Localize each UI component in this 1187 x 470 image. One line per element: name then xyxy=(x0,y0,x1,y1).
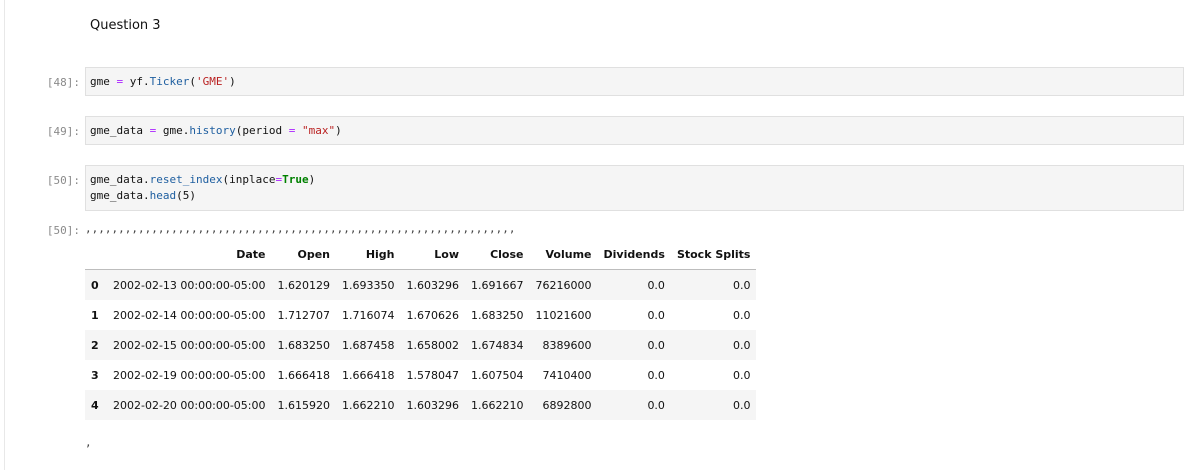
code-token: "max" xyxy=(301,124,336,137)
code-token: = xyxy=(275,173,283,186)
code-token: = xyxy=(116,75,124,88)
cell-prompt-50: [50]: xyxy=(46,174,80,187)
dividends-cell: 0.0 xyxy=(647,398,665,412)
date-cell: 2002-02-19 00:00:00-05:00 xyxy=(113,368,266,382)
code-token: Ticker xyxy=(149,75,190,88)
code-token: gme xyxy=(90,75,117,88)
volume-cell: 76216000 xyxy=(535,278,592,292)
code-token: ( xyxy=(189,75,196,88)
stock-splits-cell: 0.0 xyxy=(732,338,751,352)
stock-splits-cell: 0.0 xyxy=(732,308,751,322)
code-token: gme. xyxy=(156,124,190,137)
code-token: ) xyxy=(229,75,236,88)
output-prompt-50: [50]: xyxy=(46,224,80,237)
column-header-volume: Volume xyxy=(529,240,598,270)
code-cell-50[interactable]: gme_data.reset_index(inplace=True) gme_d… xyxy=(85,165,1184,211)
open-cell: 1.620129 xyxy=(277,278,331,292)
dataframe-header-row: Date Open High Low Close Volume Dividend… xyxy=(85,240,757,270)
code-token: 'GME' xyxy=(196,75,230,88)
row-index: 1 xyxy=(91,308,99,322)
volume-cell: 11021600 xyxy=(535,308,592,322)
code-token: (5) xyxy=(176,189,196,202)
code-cell-49[interactable]: gme_data = gme.history(period = "max") xyxy=(85,116,1184,145)
table-row: 4 2002-02-20 00:00:00-05:00 1.615920 1.6… xyxy=(85,390,757,420)
volume-cell: 7410400 xyxy=(542,368,592,382)
open-cell: 1.615920 xyxy=(277,398,331,412)
code-token: = xyxy=(288,124,296,137)
index-header xyxy=(85,240,107,270)
date-cell: 2002-02-13 00:00:00-05:00 xyxy=(113,278,266,292)
code-token: yf. xyxy=(123,75,150,88)
row-index: 2 xyxy=(91,338,99,352)
code-token: ) xyxy=(308,173,316,186)
table-row: 2 2002-02-15 00:00:00-05:00 1.683250 1.6… xyxy=(85,330,757,360)
high-cell: 1.662210 xyxy=(342,398,395,412)
stock-splits-cell: 0.0 xyxy=(732,278,751,292)
code-token: ) xyxy=(335,124,342,137)
open-cell: 1.712707 xyxy=(277,308,331,322)
code-token: reset_index xyxy=(149,173,223,186)
column-header-high: High xyxy=(336,240,401,270)
date-cell: 2002-02-14 00:00:00-05:00 xyxy=(113,308,266,322)
date-cell: 2002-02-20 00:00:00-05:00 xyxy=(113,398,266,412)
code-token: = xyxy=(149,124,157,137)
row-index: 3 xyxy=(91,368,99,382)
high-cell: 1.716074 xyxy=(342,308,395,322)
column-header-open: Open xyxy=(271,240,336,270)
low-cell: 1.603296 xyxy=(406,398,460,412)
close-cell: 1.691667 xyxy=(471,278,524,292)
code-token: (inplace xyxy=(222,173,276,186)
trailing-comma-output: , xyxy=(85,436,92,449)
dividends-cell: 0.0 xyxy=(647,338,665,352)
dividends-cell: 0.0 xyxy=(647,278,665,292)
high-cell: 1.666418 xyxy=(342,368,395,382)
low-cell: 1.603296 xyxy=(406,278,460,292)
column-header-close: Close xyxy=(465,240,530,270)
code-token: gme_data xyxy=(90,124,150,137)
stock-splits-cell: 0.0 xyxy=(732,398,751,412)
code-cell-48[interactable]: gme = yf.Ticker('GME') xyxy=(85,67,1184,96)
stock-splits-cell: 0.0 xyxy=(732,368,751,382)
notebook-left-border xyxy=(4,0,5,470)
markdown-heading[interactable]: Question 3 xyxy=(90,18,161,33)
dataframe-table: Date Open High Low Close Volume Dividend… xyxy=(85,240,757,420)
table-row: 3 2002-02-19 00:00:00-05:00 1.666418 1.6… xyxy=(85,360,756,390)
code-token: gme_data. xyxy=(90,189,150,202)
row-index: 4 xyxy=(91,398,99,412)
cell-prompt-49: [49]: xyxy=(46,125,80,138)
close-cell: 1.607504 xyxy=(471,368,524,382)
open-cell: 1.666418 xyxy=(277,368,331,382)
column-header-dividends: Dividends xyxy=(597,240,671,270)
open-cell: 1.683250 xyxy=(277,338,331,352)
code-token: history xyxy=(189,124,236,137)
low-cell: 1.658002 xyxy=(406,338,460,352)
low-cell: 1.578047 xyxy=(406,368,460,382)
close-cell: 1.683250 xyxy=(471,308,524,322)
close-cell: 1.674834 xyxy=(471,338,524,352)
high-cell: 1.693350 xyxy=(342,278,395,292)
dividends-cell: 0.0 xyxy=(647,368,665,382)
code-token: True xyxy=(282,173,309,186)
dividends-cell: 0.0 xyxy=(647,308,665,322)
column-header-low: Low xyxy=(400,240,465,270)
code-token xyxy=(295,124,302,137)
code-token: (period xyxy=(235,124,289,137)
volume-cell: 8389600 xyxy=(542,338,592,352)
column-header-stock-splits: Stock Splits xyxy=(670,240,757,270)
table-row: 1 2002-02-14 00:00:00-05:00 1.712707 1.7… xyxy=(85,300,756,330)
volume-cell: 6892800 xyxy=(542,398,592,412)
code-token: head xyxy=(149,189,177,202)
table-row: 0 2002-02-13 00:00:00-05:00 1.620129 1.6… xyxy=(85,269,757,300)
low-cell: 1.670626 xyxy=(406,308,460,322)
row-index: 0 xyxy=(91,278,99,292)
cell-prompt-48: [48]: xyxy=(46,76,80,89)
date-cell: 2002-02-15 00:00:00-05:00 xyxy=(113,338,266,352)
high-cell: 1.687458 xyxy=(342,338,395,352)
stray-commas-output: ,,,,,,,,,,,,,,,,,,,,,,,,,,,,,,,,,,,,,,,,… xyxy=(85,222,516,235)
close-cell: 1.662210 xyxy=(471,398,524,412)
column-header-date: Date xyxy=(107,240,272,270)
code-token: gme_data. xyxy=(90,173,150,186)
